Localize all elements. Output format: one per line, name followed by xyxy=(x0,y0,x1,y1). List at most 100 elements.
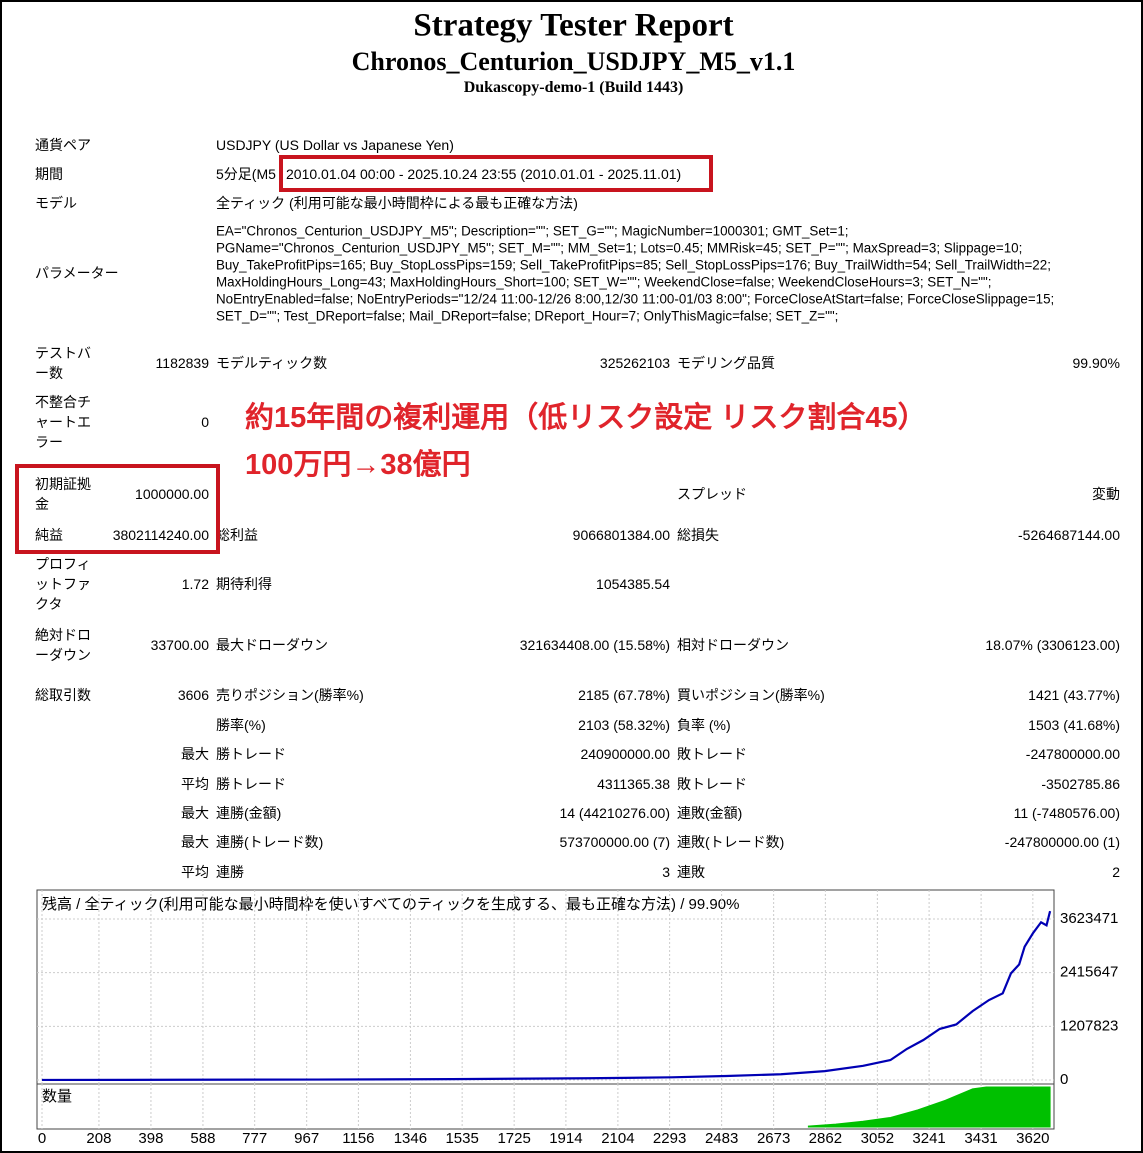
stat-label: 連敗 xyxy=(677,864,705,880)
stat-label: 初期証拠金 xyxy=(35,476,91,512)
stat-label: 負率 (%) xyxy=(677,717,731,733)
x-tick-label: 2673 xyxy=(757,1130,790,1147)
stat-value: 11 (-7480576.00) xyxy=(1013,805,1120,821)
stat-label: テストバー数 xyxy=(35,345,91,381)
stat-label: 総損失 xyxy=(677,527,719,543)
stat-label: 絶対ドローダウン xyxy=(35,627,91,663)
chart-title: 残高 / 全ティック(利用可能な最小時間枠を使いすべてのティックを生成する、最も… xyxy=(42,895,739,913)
volume-title: 数量 xyxy=(42,1088,72,1105)
stat-value: 1182839 xyxy=(155,355,209,371)
x-tick-label: 2862 xyxy=(809,1130,842,1147)
stat-value: 33700.00 xyxy=(150,637,209,653)
stat-value: 最大 xyxy=(181,834,209,850)
stat-value: 240900000.00 xyxy=(580,746,670,762)
stat-label: 連敗(金額) xyxy=(677,805,743,821)
x-tick-label: 777 xyxy=(242,1130,267,1147)
x-tick-label: 1346 xyxy=(394,1130,427,1147)
stat-value: 9066801384.00 xyxy=(572,527,670,543)
stat-value: 変動 xyxy=(1092,486,1120,502)
ea-name: Chronos_Centurion_USDJPY_M5_v1.1 xyxy=(351,47,796,76)
stat-label: 連勝(トレード数) xyxy=(216,834,324,850)
stat-value: 0 xyxy=(201,414,209,430)
stat-value: 2103 (58.32%) xyxy=(578,717,670,733)
x-tick-label: 1535 xyxy=(445,1130,478,1147)
stat-value: -247800000.00 xyxy=(1025,746,1120,762)
parameter-line: EA="Chronos_Centurion_USDJPY_M5"; Descri… xyxy=(216,223,849,239)
parameter-line: NoEntryEnabled=false; NoEntryPeriods="12… xyxy=(216,291,1055,307)
stat-label: 期待利得 xyxy=(216,576,272,592)
stat-value: 最大 xyxy=(181,746,209,762)
info-value: 5分足(M5 xyxy=(216,166,276,182)
parameter-line: Buy_TakeProfitPips=165; Buy_StopLossPips… xyxy=(216,257,1051,273)
y-tick-label: 3623471 xyxy=(1060,910,1118,927)
stat-value: 平均 xyxy=(181,776,209,792)
x-tick-label: 3620 xyxy=(1016,1130,1049,1147)
stat-label: 最大ドローダウン xyxy=(216,637,328,653)
info-label: 通貨ペア xyxy=(35,137,91,153)
stat-label: 総取引数 xyxy=(35,687,91,703)
stat-label: 相対ドローダウン xyxy=(677,637,789,653)
info-value: 全ティック (利用可能な最小時間枠による最も正確な方法) xyxy=(216,195,578,211)
annotation: 約15年間の複利運用（低リスク設定 リスク割合45） xyxy=(245,402,927,434)
stat-value: 325262103 xyxy=(599,355,670,371)
info-label: 期間 xyxy=(35,166,63,182)
stat-label: 敗トレード xyxy=(677,746,747,762)
report-title: Strategy Tester Report xyxy=(413,7,734,44)
x-tick-label: 0 xyxy=(38,1130,46,1147)
stat-value: 1421 (43.77%) xyxy=(1028,687,1120,703)
balance-line xyxy=(41,910,1052,1082)
stat-value: -3502785.86 xyxy=(1041,776,1120,792)
stat-label: モデリング品質 xyxy=(677,355,775,371)
info-value: USDJPY (US Dollar vs Japanese Yen) xyxy=(216,137,454,153)
stat-value: 321634408.00 (15.58%) xyxy=(519,637,670,653)
info-label: パラメーター xyxy=(35,265,119,281)
stat-label: 勝トレード xyxy=(216,776,286,792)
stat-label: 勝率(%) xyxy=(216,717,266,733)
x-tick-label: 3052 xyxy=(861,1130,894,1147)
stat-value: 18.07% (3306123.00) xyxy=(985,637,1120,653)
stat-label: 勝トレード xyxy=(216,746,286,762)
balance-panel xyxy=(36,889,1055,1085)
parameter-line: MaxHoldingHours_Long=43; MaxHoldingHours… xyxy=(216,274,992,290)
stat-label: 売りポジション(勝率%) xyxy=(216,687,364,703)
stat-value: -5264687144.00 xyxy=(1018,527,1120,543)
y-tick-label: 2415647 xyxy=(1060,964,1118,981)
x-tick-label: 208 xyxy=(86,1130,111,1147)
stat-value: 1.72 xyxy=(181,576,209,592)
x-tick-label: 1914 xyxy=(549,1130,582,1147)
annotation: 100万円→38億円 xyxy=(245,449,471,481)
stat-value: 平均 xyxy=(181,864,209,880)
stat-value: 1054385.54 xyxy=(596,576,670,592)
stat-value: 1000000.00 xyxy=(135,486,209,502)
stat-label: 総利益 xyxy=(216,527,258,543)
stat-value: 2185 (67.78%) xyxy=(578,687,670,703)
stat-label: スプレッド xyxy=(677,486,747,502)
stat-label: モデルティック数 xyxy=(216,355,328,371)
highlight-box xyxy=(15,464,220,554)
stat-value: -247800000.00 (1) xyxy=(1004,834,1120,850)
y-tick-label: 0 xyxy=(1060,1071,1068,1088)
stat-label: 連敗(トレード数) xyxy=(677,834,785,850)
stat-label: 買いポジション(勝率%) xyxy=(677,687,825,703)
stat-value: 4311365.38 xyxy=(597,776,670,792)
info-highlight: 2010.01.04 00:00 - 2025.10.24 23:55 (201… xyxy=(286,166,682,182)
parameter-line: SET_D=""; Test_DReport=false; Mail_DRepo… xyxy=(216,308,839,324)
stat-value: 573700000.00 (7) xyxy=(559,834,670,850)
stat-value: 最大 xyxy=(181,805,209,821)
volume-area xyxy=(807,1086,1051,1128)
x-tick-label: 1725 xyxy=(497,1130,530,1147)
stat-label: 敗トレード xyxy=(677,776,747,792)
stat-value: 14 (44210276.00) xyxy=(559,805,670,821)
stat-label: 不整合チャートエラー xyxy=(35,394,91,450)
stat-value: 3 xyxy=(662,864,670,880)
stat-label: プロフィットファクタ xyxy=(35,556,91,612)
x-tick-label: 2483 xyxy=(705,1130,738,1147)
x-tick-label: 2293 xyxy=(653,1130,686,1147)
highlight-box xyxy=(279,155,713,192)
x-tick-label: 2104 xyxy=(601,1130,634,1147)
parameter-line: PGName="Chronos_Centurion_USDJPY_M5"; SE… xyxy=(216,240,1023,256)
x-tick-label: 1156 xyxy=(342,1130,374,1147)
server: Dukascopy-demo-1 (Build 1443) xyxy=(463,79,684,96)
x-tick-label: 3431 xyxy=(964,1130,997,1147)
